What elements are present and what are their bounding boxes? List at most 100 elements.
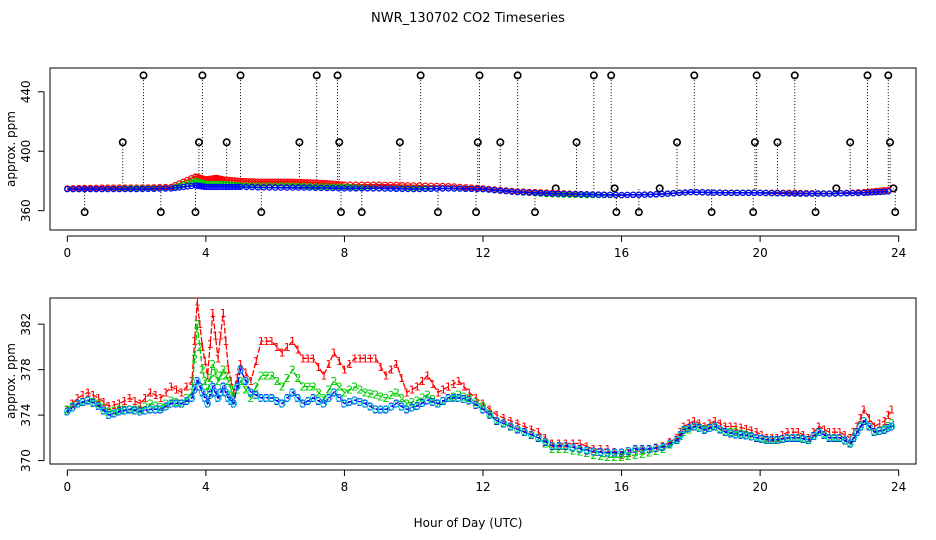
top-point: [710, 189, 718, 196]
bottom-point-label: 3: [677, 429, 684, 442]
bottom-point-label: 3: [625, 445, 632, 458]
bottom-point-label: 1: [429, 378, 436, 391]
bottom-plot-frame: [49, 297, 917, 465]
bottom-point-label: 1: [105, 400, 112, 413]
bottom-point-label: 2: [597, 450, 604, 463]
bottom-point-label: 3: [388, 401, 395, 414]
bottom-point-label: 1: [563, 438, 570, 451]
bottom-point-label: 3: [556, 440, 563, 453]
top-point: [670, 189, 677, 197]
flag-marker: [295, 138, 304, 147]
top-point: [404, 185, 412, 193]
top-y-tick-label: 360: [19, 199, 33, 222]
bottom-point-label: 3: [639, 443, 646, 456]
flag-marker: [433, 208, 442, 217]
bottom-point-label: 3: [137, 406, 144, 419]
bottom-point-label: 2: [450, 390, 457, 403]
bottom-point-label: 3: [836, 432, 843, 445]
flag-marker: [634, 208, 643, 217]
flag-marker: [811, 208, 820, 217]
bottom-point: [372, 405, 380, 413]
bottom-point-label: 3: [717, 423, 724, 436]
bottom-point-label: 2: [121, 403, 128, 416]
bottom-point-label: 3: [570, 442, 577, 455]
top-point: [217, 183, 224, 191]
bottom-point-label: 3: [209, 381, 216, 394]
bottom-point: [294, 394, 302, 402]
flag-marker: [236, 71, 245, 80]
bottom-point: [167, 400, 175, 408]
bottom-point-label: 1: [460, 381, 467, 394]
bottom-point-label: 2: [215, 375, 222, 388]
bottom-point-label: 1: [202, 355, 209, 368]
top-point: [150, 185, 158, 192]
bottom-point: [257, 394, 265, 402]
bottom-point-label: 3: [196, 381, 203, 394]
bottom-point-label: 3: [706, 422, 713, 435]
top-flag-markers: [80, 71, 900, 217]
bottom-point-label: 1: [111, 399, 118, 412]
bottom-point-label: 3: [611, 447, 618, 460]
flag-marker: [863, 71, 872, 80]
bottom-point-label: 1: [445, 381, 452, 394]
bottom-point-label: 3: [764, 434, 771, 447]
top-panel: approx. ppm 0 4 8 12 16 20 24 360 400 440: [4, 67, 917, 260]
flag-marker: [612, 208, 621, 217]
bottom-point-label: 2: [222, 369, 229, 382]
bottom-point-label: 3: [466, 394, 473, 407]
bottom-point-label: 1: [157, 392, 164, 405]
top-point: [243, 177, 250, 185]
bottom-point-label: 2: [351, 381, 358, 394]
top-point: [560, 190, 568, 197]
top-point: [566, 190, 573, 198]
bottom-point-label: 2: [646, 447, 653, 460]
top-point: [601, 191, 608, 198]
bottom-point-label: 1: [748, 425, 755, 438]
bottom-point-label: 1: [455, 375, 462, 388]
flag-marker: [156, 208, 165, 217]
bottom-point-label: 2: [748, 430, 755, 443]
bottom-point-label: 1: [466, 386, 473, 399]
top-x-axis: 0 4 8 12 16 20 24: [63, 235, 906, 260]
bottom-point-label: 3: [748, 431, 755, 444]
bottom-point-label: 1: [450, 378, 457, 391]
bottom-point: [242, 377, 250, 385]
bottom-point-label: 2: [445, 392, 452, 405]
bottom-point-label: 3: [142, 405, 149, 418]
bottom-point-label: 1: [722, 421, 729, 434]
bottom-point-label: 2: [199, 364, 206, 377]
bottom-point: [611, 449, 619, 457]
flag-marker: [655, 184, 664, 193]
bottom-point-label: 3: [377, 403, 384, 416]
top-point: [234, 183, 241, 191]
bottom-point-label: 3: [393, 398, 400, 411]
bottom-point: [799, 435, 807, 443]
bottom-point-label: 2: [460, 390, 467, 403]
flag-marker: [357, 208, 366, 217]
bottom-point: [716, 425, 724, 433]
bottom-point: [366, 403, 374, 411]
bottom-point-label: 3: [784, 432, 791, 445]
bottom-point-label: 1: [403, 386, 410, 399]
bottom-point-label: 3: [528, 429, 535, 442]
bottom-point: [652, 444, 660, 452]
bottom-point-label: 3: [727, 427, 734, 440]
bottom-point: [268, 394, 276, 402]
bottom-point-label: 3: [597, 446, 604, 459]
bottom-point-label: 1: [351, 352, 358, 365]
bottom-y-tick-label: 382: [19, 313, 33, 336]
top-point: [693, 188, 700, 196]
bottom-point-label: 3: [215, 392, 222, 405]
bottom-point: [84, 396, 92, 404]
top-point: [635, 191, 643, 198]
bottom-point-label: 2: [372, 389, 379, 402]
bottom-point-label: 2: [618, 451, 625, 464]
bottom-point-label: 3: [64, 406, 71, 419]
bottom-point-label: 1: [220, 307, 227, 320]
top-point: [653, 191, 660, 198]
bottom-point-label: 2: [473, 396, 480, 409]
bottom-point: [583, 446, 591, 454]
top-point: [393, 185, 400, 192]
bottom-point-label: 2: [310, 381, 317, 394]
